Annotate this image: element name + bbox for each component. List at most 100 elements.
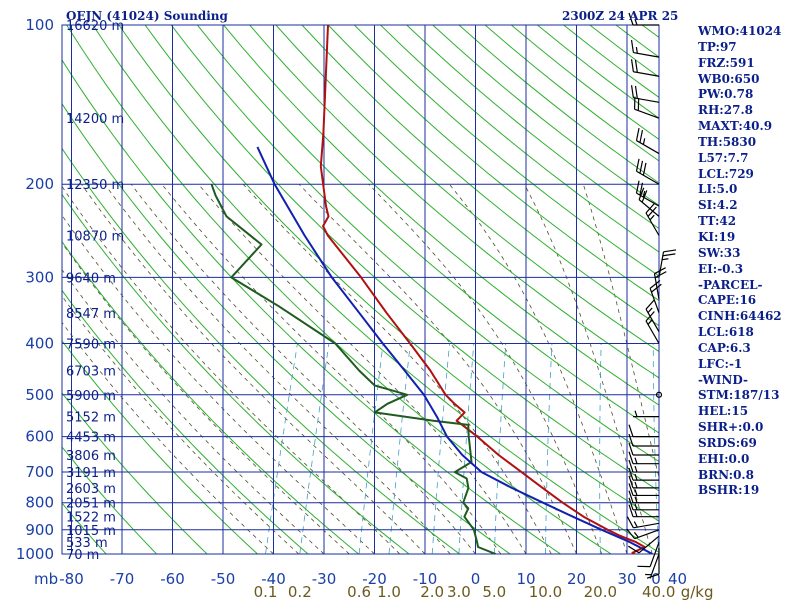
mixing-ratio-label: 2.0 — [420, 583, 444, 600]
wind-barb — [628, 490, 659, 504]
wind-barb — [626, 516, 660, 529]
temperature-tick-label: -70 — [110, 570, 135, 588]
mixing-ratio-label: 5.0 — [482, 583, 506, 600]
dry-adiabat — [62, 240, 359, 554]
index-entry: PW:0.78 — [698, 87, 754, 102]
pressure-axis: 100 200 300 400 500 600 700 800 900 1000 — [16, 16, 54, 563]
height-label: 14200 m — [66, 112, 124, 127]
wind-barb — [635, 128, 660, 155]
height-label: 70 m — [66, 548, 99, 563]
pressure-tick-label: 400 — [25, 334, 54, 352]
wind-barb — [635, 158, 660, 185]
height-label: 1522 m — [66, 511, 116, 526]
index-entry: BRN:0.8 — [698, 467, 754, 482]
index-entry: WB0:650 — [698, 71, 760, 86]
wind-barb — [630, 39, 660, 58]
height-label: 9640 m — [66, 271, 116, 286]
dry-adiabat — [0, 25, 5, 554]
wind-barb — [646, 548, 660, 579]
chart-timestamp: 2300Z 24 APR 25 — [562, 9, 678, 23]
wind-axis-tick: 0 — [651, 570, 661, 588]
profile-series — [210, 25, 653, 554]
wind-barb — [628, 475, 659, 489]
wind-barb — [628, 433, 659, 447]
wind-barb — [628, 459, 659, 473]
wind-barb — [630, 85, 660, 103]
wind-barb — [635, 180, 660, 207]
pressure-tick-label: 100 — [25, 16, 54, 34]
index-entry: SW:33 — [698, 245, 741, 260]
dry-adiabat — [170, 25, 659, 463]
index-entry: SRDS:69 — [698, 435, 757, 450]
index-entry: LFC:-1 — [698, 356, 743, 371]
pressure-tick-label: 800 — [25, 494, 54, 512]
height-label: 2051 m — [66, 497, 116, 512]
pressure-tick-label: 500 — [25, 386, 54, 404]
temperature-profile — [319, 25, 646, 554]
height-label: 8547 m — [66, 307, 116, 322]
wind-barb — [645, 553, 660, 579]
moist-adiabat — [448, 183, 628, 554]
mixing-ratio-label: 3.0 — [447, 583, 471, 600]
wind-barb — [626, 528, 660, 540]
wind-barbs — [626, 12, 677, 579]
index-entry: -PARCEL- — [698, 277, 763, 292]
index-entry: LI:5.0 — [698, 182, 738, 197]
height-labels: 16620 m 14200 m 12350 m 10870 m 9640 m 8547 m… — [66, 19, 124, 563]
mixing-ratio-label: 0.2 — [288, 583, 312, 600]
wind-barb — [628, 467, 659, 481]
dry-adiabat — [62, 193, 410, 554]
temperature-tick-label: -80 — [59, 570, 84, 588]
temperature-tick-label: 20 — [567, 570, 586, 588]
wind-barb — [633, 96, 660, 119]
mixing-ratio-label: 0.6 — [347, 583, 371, 600]
stability-indices-panel: WMO:41024 TP:97 FRZ:591 WB0:650 PW:0.78 RH:27… — [698, 24, 782, 499]
dry-adiabat — [62, 59, 561, 554]
temperature-tick-label: -10 — [413, 570, 438, 588]
dry-adiabat — [275, 25, 659, 353]
pressure-tick-label: 1000 — [16, 545, 54, 563]
wind-barb — [628, 424, 659, 438]
dry-adiabat — [353, 25, 659, 277]
index-entry: RH:27.8 — [698, 103, 753, 118]
index-entry: EI:-0.3 — [698, 261, 744, 276]
dry-adiabat — [62, 392, 208, 554]
temperature-tick-label: -50 — [211, 570, 236, 588]
temperature-tick-label: 30 — [617, 570, 636, 588]
index-entry: STM:187/13 — [698, 388, 780, 403]
index-entry: SI:4.2 — [698, 198, 738, 213]
temperature-tick-label: 0 — [471, 570, 481, 588]
dry-adiabat — [223, 25, 659, 406]
moist-adiabat — [62, 295, 300, 554]
index-entry: CAP:6.3 — [698, 340, 751, 355]
temperature-tick-label: -30 — [312, 570, 337, 588]
height-label: 533 m — [66, 536, 108, 551]
wind-barb — [627, 535, 660, 554]
chart-title: OEJN (41024) Sounding — [66, 9, 228, 23]
dry-adiabat — [92, 25, 659, 553]
mixing-ratio-label: 20.0 — [584, 583, 617, 600]
moist-adiabat — [104, 183, 451, 554]
dry-adiabat — [62, 502, 107, 554]
index-entry: L57:7.7 — [698, 150, 749, 165]
dry-adiabat — [380, 25, 659, 253]
height-label: 2603 m — [66, 482, 116, 497]
wind-barb — [637, 542, 660, 568]
moist-adiabat — [368, 183, 603, 554]
wind-barb — [658, 249, 677, 278]
dry-adiabat — [62, 340, 258, 554]
mixing-ratio-unit: g/kg — [681, 583, 714, 600]
mixing-ratio-labels: 0.1 0.2 0.6 1.0 2.0 3.0 5.0 10.0 20.0 40.0 g/kg — [254, 583, 714, 600]
height-label: 16620 m — [66, 19, 124, 34]
index-entry: LCL:729 — [698, 166, 754, 181]
temperature-tick-label: 40 — [668, 570, 687, 588]
index-entry: MAXT:40.9 — [698, 119, 773, 134]
wind-barb — [628, 497, 659, 511]
wind-barb — [649, 280, 662, 314]
mixing-ratio-label: 10.0 — [529, 583, 562, 600]
dry-adiabat — [62, 102, 511, 554]
height-label: 10870 m — [66, 230, 124, 245]
dry-adiabat — [62, 147, 460, 554]
height-label: 1015 m — [66, 524, 116, 539]
